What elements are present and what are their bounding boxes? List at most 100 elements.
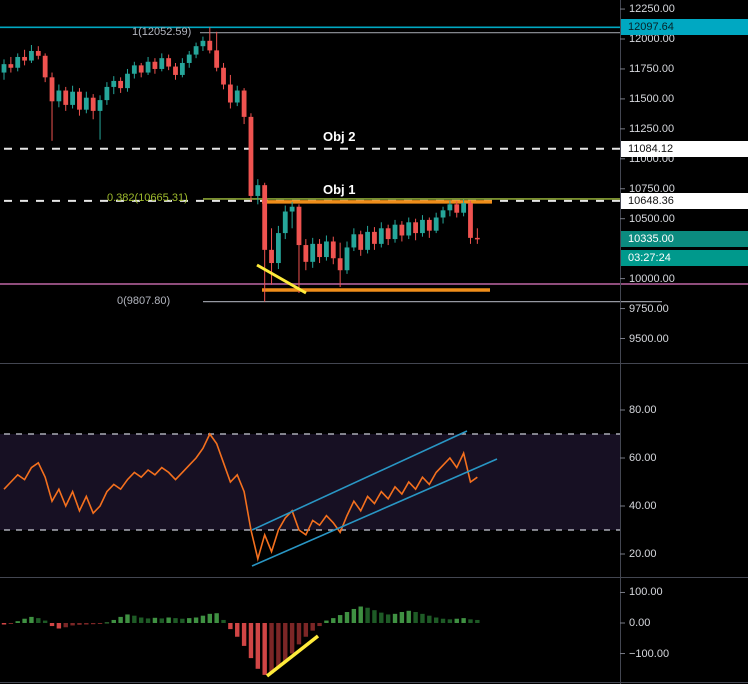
yellow-trendline[interactable] <box>256 263 307 295</box>
candle-body <box>468 203 473 238</box>
macd-yellow-trendline[interactable] <box>265 634 320 678</box>
candle-body <box>337 258 343 271</box>
fib-level-0-label[interactable]: 0(9807.80) <box>117 295 171 307</box>
candle-body <box>324 241 329 258</box>
candle-close-countdown: 03:27:24 <box>621 250 748 266</box>
candle-body <box>447 204 453 211</box>
candle-body <box>173 66 178 75</box>
macd-histogram-bar <box>42 620 48 623</box>
candle-body <box>310 243 316 262</box>
candle-body <box>385 228 391 240</box>
macd-histogram-bar <box>241 623 247 646</box>
candle-body <box>289 206 295 212</box>
macd-histogram-bar <box>413 612 418 623</box>
macd-histogram-bar <box>399 612 405 623</box>
candle-body <box>234 90 240 103</box>
candle-body <box>474 237 480 240</box>
macd-histogram-bar <box>255 623 261 669</box>
candle-body <box>97 100 103 111</box>
rsi-band <box>0 434 620 530</box>
candle-body <box>351 234 357 248</box>
axis-tick-label: 9500.00 <box>629 332 669 345</box>
macd-histogram-bar <box>283 623 288 662</box>
candle-body <box>90 97 96 111</box>
macd-histogram-bar <box>269 623 274 674</box>
macd-histogram-bar <box>303 623 309 637</box>
rsi-channel-lower-trendline[interactable] <box>251 458 498 567</box>
macd-histogram-bar <box>324 620 329 623</box>
candle-body <box>49 77 55 102</box>
macd-histogram-bar <box>84 623 89 625</box>
candle-body <box>276 233 281 264</box>
candle-body <box>186 54 192 63</box>
fib-level-0382-label[interactable]: 0.382(10665.31) <box>107 192 188 204</box>
macd-histogram-bar <box>358 606 363 623</box>
axis-tick-label: 11750.00 <box>629 62 675 75</box>
macd-histogram-bar <box>207 613 212 623</box>
macd-histogram-bar <box>310 623 315 631</box>
macd-histogram-bar <box>214 613 219 623</box>
axis-tick-label: 40.00 <box>629 500 657 512</box>
axis-tick-label: 20.00 <box>629 548 657 560</box>
objective-1-label[interactable]: Obj 1 <box>323 182 356 197</box>
macd-histogram-bar <box>173 618 178 623</box>
macd-histogram-bar <box>15 621 20 623</box>
macd-histogram-bar <box>475 619 480 623</box>
macd-histogram-bar <box>104 622 110 624</box>
macd-histogram-bar <box>235 623 240 637</box>
macd-histogram-bar <box>77 623 82 625</box>
macd-histogram-bar <box>406 610 411 623</box>
axis-label-obj1-price: 10648.36 <box>621 193 748 209</box>
candle-body <box>344 247 350 271</box>
macd-histogram-bar <box>351 608 357 623</box>
macd-histogram-bar <box>70 623 75 626</box>
candle-body <box>392 224 398 240</box>
macd-histogram-bar <box>372 610 377 623</box>
macd-histogram-bar <box>454 618 459 623</box>
candle-body <box>372 231 377 244</box>
candle-body <box>426 219 432 231</box>
macd-histogram-bar <box>420 613 425 623</box>
macd-histogram-bar <box>248 623 254 659</box>
candle-body <box>159 58 165 69</box>
macd-histogram-bar <box>337 615 343 623</box>
candle-body <box>8 64 14 68</box>
rsi-channel-upper-trendline[interactable] <box>251 430 468 531</box>
objective-2-label[interactable]: Obj 2 <box>323 129 356 144</box>
axis-tick-label: 10500.00 <box>629 212 675 225</box>
candle-body <box>420 219 425 234</box>
axis-label-last-price: 10335.00 <box>621 231 748 247</box>
candle-body <box>83 97 89 110</box>
candle-body <box>413 222 418 234</box>
macd-histogram-bar <box>180 618 185 623</box>
candle-body <box>378 228 384 244</box>
macd-histogram-bar <box>433 617 439 623</box>
candle-body <box>145 61 151 73</box>
candle-body <box>365 231 370 250</box>
macd-histogram-bar <box>8 623 14 624</box>
macd-histogram-bar <box>262 623 267 675</box>
candle-body <box>125 73 130 89</box>
candle-body <box>35 50 41 56</box>
candle-body <box>214 50 220 68</box>
candle-body <box>152 61 158 69</box>
candle-body <box>42 55 48 78</box>
macd-histogram-bar <box>29 616 34 623</box>
candle-body <box>77 91 82 110</box>
rsi-line <box>3 432 478 562</box>
macd-histogram-bar <box>228 623 233 630</box>
macd-histogram-bar <box>289 623 295 654</box>
candle-body <box>118 80 124 89</box>
macd-histogram-bar <box>36 618 41 623</box>
macd-histogram-bar <box>427 615 432 623</box>
fib-level-1-label[interactable]: 1(12052.59) <box>132 26 192 38</box>
candle-body <box>269 249 274 264</box>
macd-histogram-bar <box>159 618 164 623</box>
candle-body <box>358 234 364 250</box>
axis-label-hline-price: 12097.64 <box>621 19 748 35</box>
candle-body <box>248 116 254 196</box>
candle-body <box>70 91 75 105</box>
candle-body <box>111 80 117 87</box>
macd-histogram-bar <box>132 615 137 623</box>
